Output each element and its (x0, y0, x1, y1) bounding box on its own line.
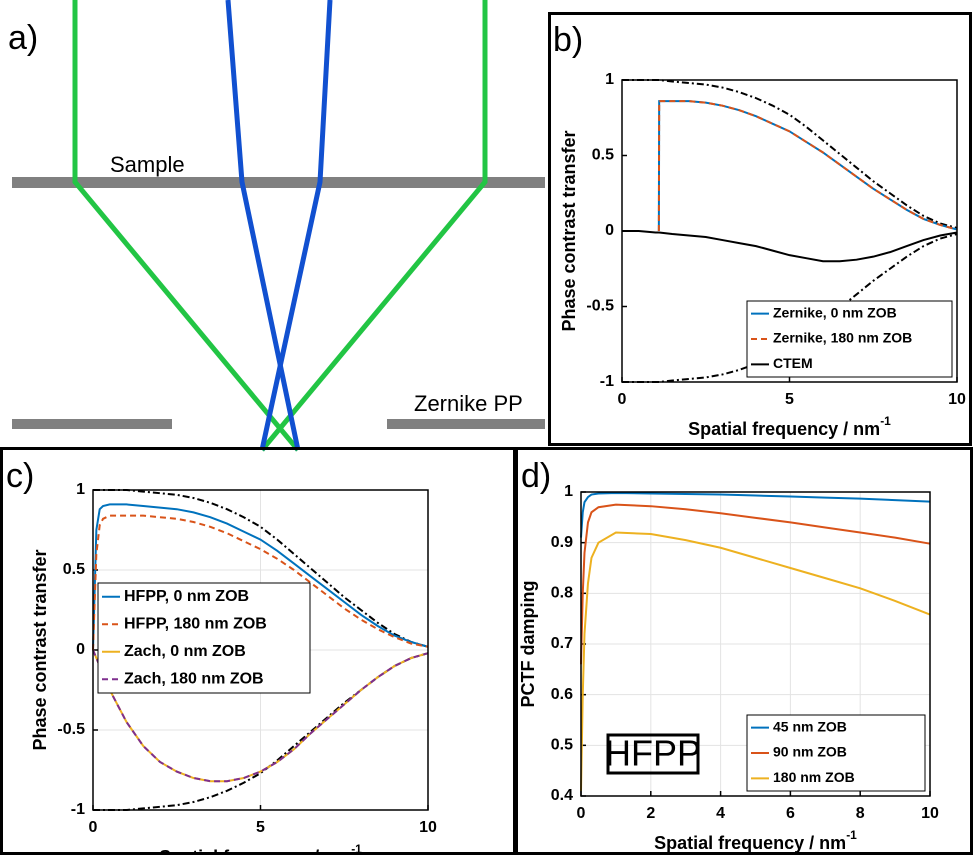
plate-left (12, 419, 172, 429)
y-tick-label: 0.4 (551, 787, 573, 804)
y-tick-label: 0.6 (551, 686, 573, 703)
legend-label: Zernike, 0 nm ZOB (773, 304, 897, 320)
annotation-box (606, 733, 700, 775)
x-tick-label: 10 (948, 391, 966, 408)
y-tick-label: 1 (605, 71, 614, 88)
legend-label: Zach, 180 nm ZOB (124, 670, 264, 687)
x-axis-label-text: Spatial frequency / nm (654, 833, 846, 853)
legend-label: CTEM (773, 355, 813, 371)
series-line (657, 100, 958, 232)
y-tick-label: -1 (71, 801, 85, 818)
x-tick-label: 4 (716, 805, 725, 822)
plate-label: Zernike PP (414, 391, 523, 416)
green-ray (72, 0, 300, 452)
x-axis-label-text: Spatial frequency / nm (688, 419, 880, 439)
panel-label: c) (6, 457, 34, 495)
x-axis-label-exponent: -1 (351, 842, 362, 855)
series-line (657, 100, 958, 232)
panel-label: d) (521, 457, 551, 495)
y-tick-label: 0.9 (551, 534, 573, 551)
legend-label: 180 nm ZOB (773, 769, 855, 785)
series-line (580, 492, 931, 538)
y-tick-label: 0.8 (551, 585, 573, 602)
axes-box (580, 491, 931, 797)
panel-border (548, 12, 972, 446)
y-axis-label: PCTF damping (518, 581, 538, 708)
legend-box (746, 300, 953, 378)
x-tick-label: 0 (577, 805, 586, 822)
series-line (580, 531, 931, 791)
axes-box (621, 79, 958, 383)
x-axis-label: Spatial frequency / nm-1 (159, 842, 362, 855)
panel-label: b) (553, 21, 583, 59)
y-tick-label: 0.5 (592, 147, 614, 164)
x-tick-label: 0 (89, 819, 98, 836)
legend-label: HFPP, 180 nm ZOB (124, 615, 267, 632)
y-tick-label: -1 (600, 373, 614, 390)
legend-label: Zernike, 180 nm ZOB (773, 330, 912, 346)
series-line (580, 503, 931, 665)
plate-right (387, 419, 545, 429)
x-tick-label: 5 (785, 391, 794, 408)
y-tick-label: 0.7 (551, 635, 573, 652)
legend-label: 45 nm ZOB (773, 718, 847, 734)
y-tick-label: -0.5 (57, 721, 85, 738)
y-tick-label: 1 (564, 483, 573, 500)
x-tick-label: 10 (419, 819, 437, 836)
y-tick-label: 0 (605, 222, 614, 239)
panel-label: a) (8, 19, 38, 57)
sample-label: Sample (110, 152, 185, 177)
x-tick-label: 10 (921, 805, 939, 822)
blue-ray (225, 0, 301, 451)
axes-box (92, 489, 429, 811)
diagram-panel: a) Sample Zernike PP (8, 0, 545, 452)
y-tick-label: 0.5 (63, 561, 85, 578)
x-axis-label: Spatial frequency / nm-1 (654, 828, 857, 853)
legend-box (746, 714, 926, 792)
panel-border (0, 447, 516, 855)
x-axis-label-exponent: -1 (846, 828, 857, 842)
y-tick-label: 0.5 (551, 737, 573, 754)
y-axis-label: Phase contrast transfer (30, 549, 50, 750)
x-axis-label-text: Spatial frequency / nm (159, 847, 351, 855)
series-line (92, 503, 429, 651)
x-axis-label: Spatial frequency / nm-1 (688, 414, 891, 439)
series-line (622, 230, 958, 263)
legend-box (97, 582, 311, 694)
panel-border (515, 447, 973, 855)
x-tick-label: 8 (856, 805, 865, 822)
x-tick-label: 2 (646, 805, 655, 822)
y-tick-label: -0.5 (586, 298, 614, 315)
series-line (622, 79, 958, 229)
legend-label: Zach, 0 nm ZOB (124, 643, 246, 660)
y-tick-label: 0 (76, 641, 85, 658)
x-tick-label: 6 (786, 805, 795, 822)
x-tick-label: 0 (618, 391, 627, 408)
series-line (92, 514, 429, 651)
green-ray (260, 0, 488, 452)
legend-label: HFPP, 0 nm ZOB (124, 588, 249, 605)
annotation: HFPP (605, 733, 701, 774)
y-axis-label: Phase contrast transfer (559, 130, 579, 331)
y-tick-label: 1 (76, 481, 85, 498)
x-tick-label: 5 (256, 819, 265, 836)
blue-ray (259, 0, 333, 451)
legend-label: 90 nm ZOB (773, 744, 847, 760)
sample-bar (12, 177, 545, 188)
x-axis-label-exponent: -1 (880, 414, 891, 428)
